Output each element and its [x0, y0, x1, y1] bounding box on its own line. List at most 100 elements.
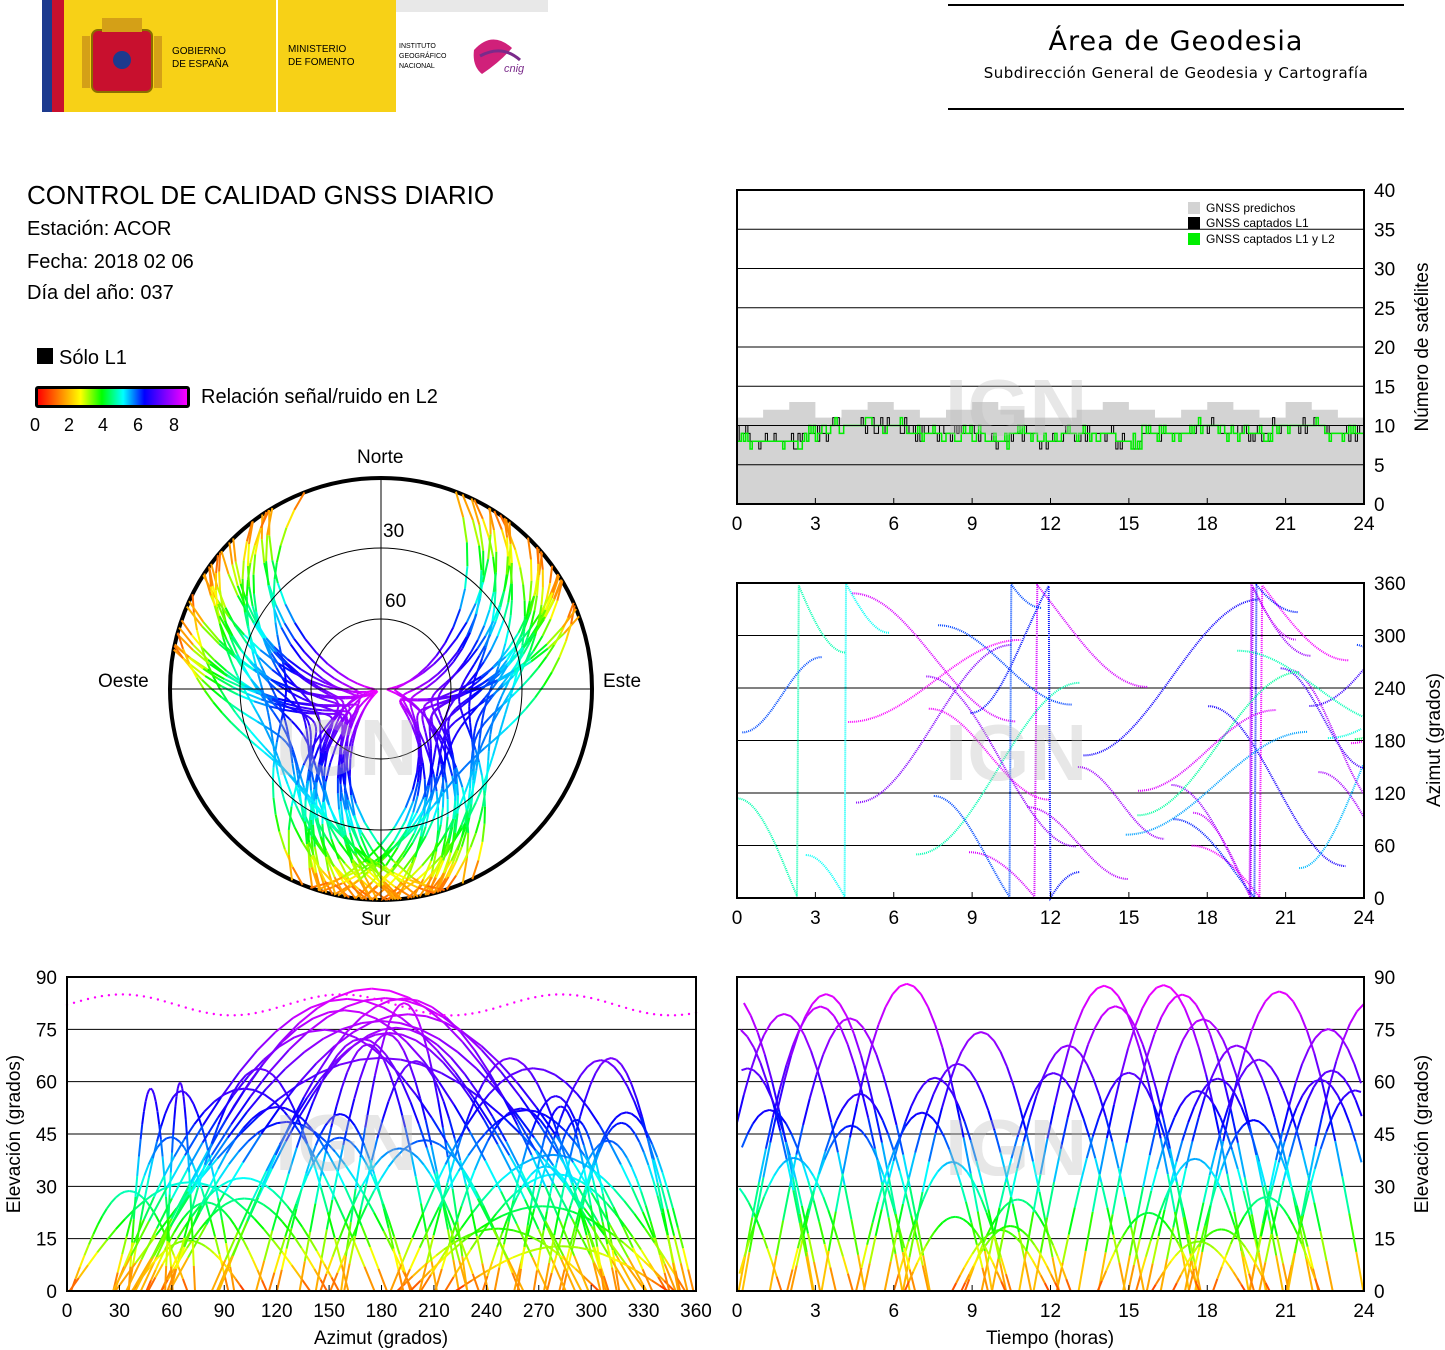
et-track-segment	[1088, 1136, 1097, 1159]
y-tick-label: 15	[1374, 1230, 1395, 1251]
et-track-segment	[763, 1054, 773, 1081]
sky-track-segment	[416, 780, 422, 797]
sky-track-segment	[212, 675, 222, 690]
ea-zenith-dot	[506, 1003, 509, 1006]
ea-track-segment	[351, 1050, 359, 1061]
et-track-segment	[933, 1226, 940, 1233]
et-track-segment	[1178, 1247, 1184, 1253]
ea-track-segment	[143, 1196, 156, 1220]
et-track-segment	[1179, 1162, 1186, 1170]
ea-track-segment	[435, 1183, 444, 1197]
ea-track-segment	[219, 1207, 226, 1214]
et-track-segment	[1222, 1108, 1232, 1142]
ea-track-segment	[399, 1268, 411, 1292]
et-track-segment	[1236, 1168, 1245, 1192]
sky-track-segment	[372, 690, 377, 695]
et-track-segment	[1051, 1257, 1060, 1292]
et-track-segment	[856, 1073, 866, 1105]
sky-track-segment	[499, 665, 509, 679]
sky-track-segment	[311, 719, 316, 724]
ea-track-segment	[161, 1156, 166, 1177]
sky-track-segment	[332, 696, 337, 701]
ea-track-segment	[605, 1057, 612, 1061]
watermark-sky: IGN	[275, 703, 417, 792]
sky-track-segment	[223, 620, 234, 637]
ea-track-segment	[224, 1228, 241, 1261]
sky-track-segment	[488, 507, 495, 531]
et-track-segment	[1111, 1141, 1120, 1169]
et-track-segment	[975, 1231, 982, 1240]
ea-zenith-dot	[492, 1007, 495, 1010]
ea-track-segment	[392, 1248, 400, 1270]
ea-track-segment	[646, 1132, 654, 1145]
et-track-segment	[1113, 1074, 1123, 1106]
et-track-segment	[1223, 1046, 1232, 1055]
ea-track-segment	[96, 1239, 108, 1254]
ea-track-segment	[538, 1124, 560, 1156]
et-track-segment	[1313, 1148, 1322, 1170]
ea-track-segment	[368, 1164, 377, 1175]
et-track-segment	[1094, 1158, 1103, 1183]
sky-track-segment	[344, 809, 353, 828]
et-track-segment	[763, 1022, 772, 1036]
sky-track-segment	[329, 730, 335, 742]
sky-track-segment	[425, 700, 431, 705]
sky-track-segment	[267, 697, 277, 707]
ea-track-segment	[451, 1188, 459, 1223]
et-track-segment	[971, 1226, 977, 1233]
sky-track-segment	[480, 736, 487, 746]
et-track-segment	[956, 1162, 963, 1168]
ea-zenith-dot	[142, 995, 146, 998]
et-track-segment	[841, 1099, 850, 1110]
ea-track-segment	[415, 1094, 433, 1119]
sky-track-segment	[283, 622, 295, 640]
ea-track-segment	[481, 1188, 493, 1202]
ea-zenith-dot	[198, 1010, 201, 1013]
sky-track-segment	[343, 727, 347, 735]
et-track-segment	[1285, 993, 1295, 1003]
sky-track-segment	[304, 722, 308, 731]
sky-track-segment	[470, 783, 476, 797]
sky-track-segment	[473, 655, 481, 666]
et-track-segment	[1188, 1020, 1198, 1030]
sky-track-segment	[455, 860, 465, 877]
ea-track-segment	[389, 1263, 403, 1292]
sky-track-segment	[340, 702, 351, 712]
ea-zenith-dot	[373, 997, 376, 1000]
et-track-segment	[1337, 1096, 1345, 1107]
sky-track-segment	[302, 715, 307, 723]
ea-track-segment	[278, 1236, 287, 1255]
ea-track-segment	[420, 1203, 428, 1233]
ea-track-segment	[658, 1254, 666, 1274]
et-track-segment	[1128, 1015, 1137, 1029]
ea-track-segment	[131, 1257, 153, 1292]
et-track-segment	[770, 1079, 780, 1110]
et-track-segment	[927, 1006, 937, 1026]
et-track-segment	[1306, 1086, 1315, 1101]
sky-track-segment	[295, 764, 305, 786]
ea-track-segment	[114, 1262, 137, 1292]
sky-track-segment	[426, 655, 438, 668]
ea-track-segment	[554, 1169, 561, 1176]
ea-track-segment	[663, 1280, 676, 1292]
et-track-segment	[914, 1130, 923, 1153]
sky-track-segment	[428, 771, 432, 786]
sky-track-segment	[325, 819, 333, 840]
et-track-segment	[1287, 1216, 1294, 1226]
sky-track-segment	[480, 666, 494, 678]
ea-track-segment	[539, 1119, 548, 1130]
sky-track-segment	[260, 539, 266, 564]
et-track-segment	[758, 1148, 767, 1183]
ea-track-segment	[306, 1143, 316, 1166]
et-track-segment	[1309, 1266, 1317, 1280]
ea-track-segment	[382, 1026, 397, 1031]
sky-track-segment	[364, 685, 371, 690]
ea-track-segment	[513, 1262, 522, 1292]
et-track-segment	[1346, 1048, 1356, 1065]
ea-track-segment	[347, 1098, 356, 1121]
et-track-segment	[967, 1253, 974, 1262]
ea-track-segment	[593, 1225, 599, 1247]
sky-track-segment	[217, 603, 226, 622]
et-track-segment	[757, 1223, 764, 1236]
sky-track-segment	[551, 573, 559, 593]
